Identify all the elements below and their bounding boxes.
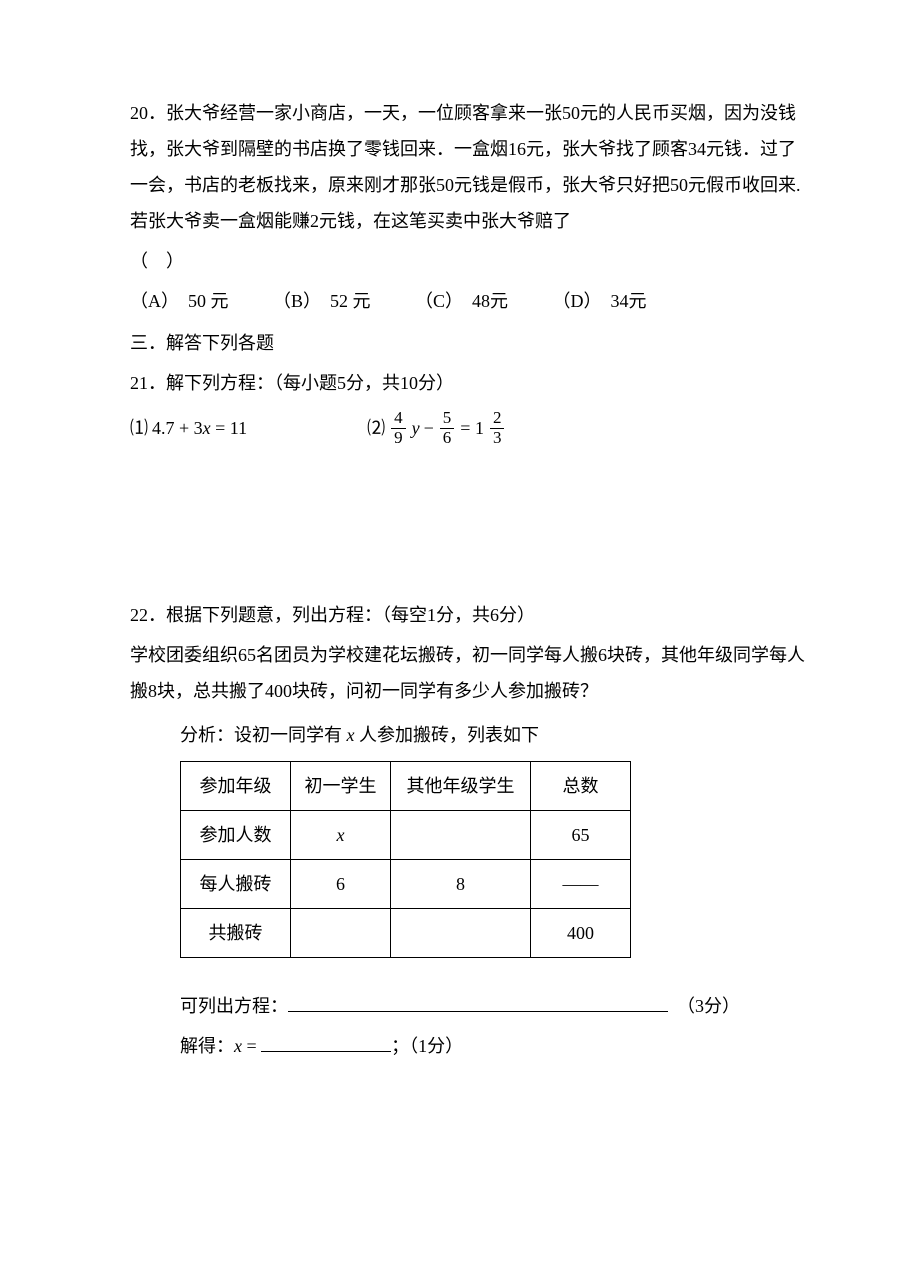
q20-bracket: （ ） — [130, 243, 810, 279]
q22-table: 参加年级 初一学生 其他年级学生 总数 参加人数 x 65 每人搬砖 6 8 —… — [180, 761, 631, 958]
q20-text: 20．张大爷经营一家小商店，一天，一位顾客拿来一张50元的人民币买烟，因为没钱找… — [130, 95, 810, 239]
frac3-den: 3 — [490, 429, 505, 448]
table-row: 参加人数 x 65 — [181, 811, 631, 860]
cell-per-junior: 6 — [291, 860, 391, 909]
frac2-num: 5 — [440, 409, 455, 429]
q20-choices: （A） 50 元 （B） 52 元 （C） 48元 （D） 34元 — [130, 283, 810, 319]
q21-header: 21．解下列方程：（每小题5分，共10分） — [130, 365, 810, 401]
cell-per-other: 8 — [391, 860, 531, 909]
q21-eq2-frac1: 4 9 — [391, 409, 406, 447]
cell-junior-header: 初一学生 — [291, 762, 391, 811]
q21-eq1: ⑴ 4.7 + 3x = 11 — [130, 409, 247, 447]
q22-solve-var: x — [234, 1036, 242, 1056]
q22-eq-prefix: 可列出方程： — [180, 996, 288, 1016]
q20-choice-b: （B） 52 元 — [273, 291, 371, 311]
cell-sum-total: 400 — [531, 909, 631, 958]
q22-solve-prefix: 解得： — [180, 1036, 234, 1056]
table-row: 共搬砖 400 — [181, 909, 631, 958]
q22-header: 22．根据下列题意，列出方程：（每空1分，共6分） — [130, 597, 810, 633]
q22-analysis: 分析：设初一同学有 x 人参加搬砖，列表如下 — [180, 717, 810, 753]
q21-equations: ⑴ 4.7 + 3x = 11 ⑵ 4 9 y − 5 6 = 1 2 3 — [130, 409, 810, 447]
q20-choice-d: （D） 34元 — [553, 291, 647, 311]
table-row: 参加年级 初一学生 其他年级学生 总数 — [181, 762, 631, 811]
frac3-num: 2 — [490, 409, 505, 429]
q21-eq1-tail: = 11 — [211, 418, 247, 438]
q21-eq2-minus: − — [424, 410, 434, 446]
frac1-num: 4 — [391, 409, 406, 429]
q21-eq2-frac2: 5 6 — [440, 409, 455, 447]
q22-solve-eq: = — [242, 1036, 261, 1056]
q22-body: 学校团委组织65名团员为学校建花坛搬砖，初一同学每人搬6块砖，其他年级同学每人搬… — [130, 637, 810, 709]
q21-eq1-label: ⑴ — [130, 410, 148, 446]
q21-eq2-label: ⑵ — [367, 410, 385, 446]
q21-eq2: ⑵ 4 9 y − 5 6 = 1 2 3 — [367, 409, 506, 447]
table-row: 每人搬砖 6 8 —— — [181, 860, 631, 909]
cell-per-label: 每人搬砖 — [181, 860, 291, 909]
cell-sum-junior — [291, 909, 391, 958]
q20-choice-a: （A） 50 元 — [130, 291, 229, 311]
q21-eq1-lhs: 4.7 + 3 — [152, 418, 203, 438]
cell-people-label: 参加人数 — [181, 811, 291, 860]
q20-choice-c: （C） 48元 — [415, 291, 508, 311]
frac1-den: 9 — [391, 429, 406, 448]
q22-analysis-prefix: 分析：设初一同学有 — [180, 725, 347, 745]
q21-eq2-var: y — [412, 410, 420, 446]
q21-eq2-eq: = 1 — [460, 410, 484, 446]
cell-other-header: 其他年级学生 — [391, 762, 531, 811]
q22-solve-suffix: ；（1分） — [391, 1036, 463, 1056]
q22-solve-blank — [261, 1051, 391, 1052]
cell-people-other — [391, 811, 531, 860]
frac2-den: 6 — [440, 429, 455, 448]
q22-analysis-var: x — [347, 725, 355, 745]
q21-eq1-x: x — [203, 418, 211, 438]
cell-sum-other — [391, 909, 531, 958]
q21-eq2-frac3: 2 3 — [490, 409, 505, 447]
cell-per-total: —— — [531, 860, 631, 909]
cell-total-header: 总数 — [531, 762, 631, 811]
cell-grade-header: 参加年级 — [181, 762, 291, 811]
q22-solve-line: 解得：x = ；（1分） — [180, 1028, 810, 1064]
q22-eq-suffix: （3分） — [668, 996, 740, 1016]
cell-people-junior: x — [291, 811, 391, 860]
q22-equation-line: 可列出方程： （3分） — [180, 988, 810, 1024]
section3-header: 三．解答下列各题 — [130, 325, 810, 361]
q22-analysis-suffix: 人参加搬砖，列表如下 — [355, 725, 540, 745]
cell-sum-label: 共搬砖 — [181, 909, 291, 958]
q22-eq-blank — [288, 1011, 668, 1012]
cell-people-total: 65 — [531, 811, 631, 860]
